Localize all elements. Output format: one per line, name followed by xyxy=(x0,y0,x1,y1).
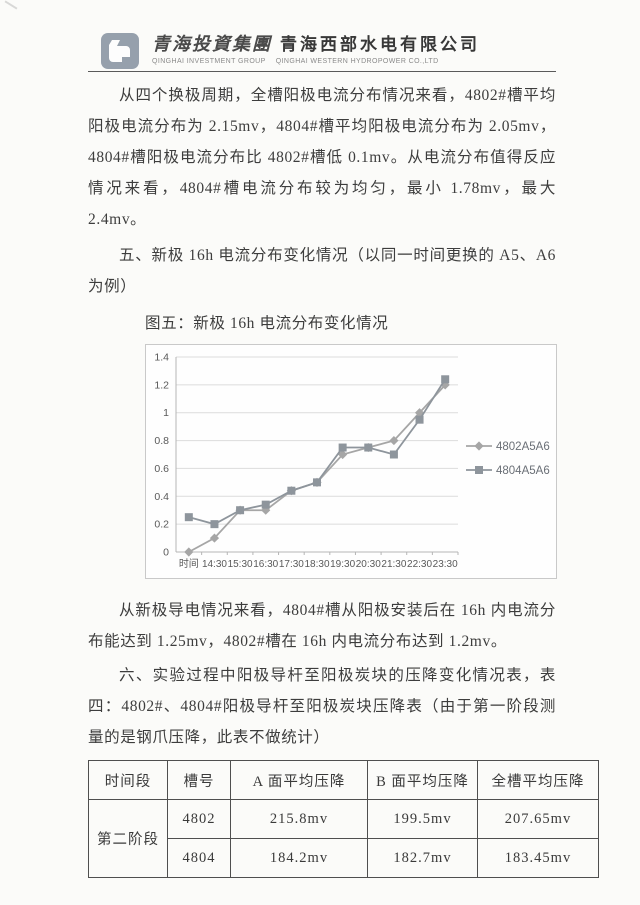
col-header-period: 时间段 xyxy=(88,760,168,800)
col-header-side-a: A 面平均压降 xyxy=(230,760,368,800)
svg-text:0.6: 0.6 xyxy=(154,463,169,475)
svg-text:0: 0 xyxy=(163,547,169,559)
svg-text:时间: 时间 xyxy=(179,557,199,570)
table-header-row: 时间段 槽号 A 面平均压降 B 面平均压降 全槽平均压降 xyxy=(88,760,599,800)
svg-text:17:30: 17:30 xyxy=(279,559,304,570)
brand-en-company: QINGHAI WESTERN HYDROPOWER CO.,LTD xyxy=(275,58,439,65)
svg-text:0.8: 0.8 xyxy=(154,435,169,447)
svg-text:22:30: 22:30 xyxy=(407,559,432,570)
table-row: 第二阶段 4802 215.8mv 199.5mv 207.65mv xyxy=(88,799,599,878)
svg-text:15:30: 15:30 xyxy=(228,559,253,570)
svg-text:0.4: 0.4 xyxy=(154,491,169,503)
svg-text:1.2: 1.2 xyxy=(154,379,169,391)
whole-pot-cell: 183.45mv xyxy=(477,838,599,878)
table-row: 4804 184.2mv 182.7mv 183.45mv xyxy=(89,838,599,878)
company-logo-icon xyxy=(100,32,140,70)
side-a-cell: 184.2mv xyxy=(230,838,368,878)
stage-cell: 第二阶段 xyxy=(88,799,168,878)
svg-text:20:30: 20:30 xyxy=(356,559,381,570)
header-divider xyxy=(88,71,556,72)
brand-en-group: QINGHAI INVESTMENT GROUP xyxy=(152,58,266,65)
company-name-en: QINGHAI INVESTMENT GROUP QINGHAI WESTERN … xyxy=(152,58,480,65)
svg-text:4802A5A6: 4802A5A6 xyxy=(496,441,550,453)
svg-text:0.2: 0.2 xyxy=(154,519,169,531)
letterhead: 青海投資集團 青海西部水电有限公司 QINGHAI INVESTMENT GROU… xyxy=(88,30,558,72)
svg-text:19:30: 19:30 xyxy=(330,559,355,570)
section-6-heading: 六、实验过程中阳极导杆至阳极炭块的压降变化情况表，表四：4802#、4804#阳… xyxy=(88,667,556,746)
svg-text:14:30: 14:30 xyxy=(202,559,227,570)
brand-calligraphy-text: 青海投資集團 xyxy=(152,34,272,54)
col-header-whole-pot: 全槽平均压降 xyxy=(477,760,599,800)
figure-5-line-chart: 0 0.2 0.4 0.6 0.8 1 1.2 1.4 时间 14:30 15:30 16:30 17:… xyxy=(145,344,557,579)
section-5-heading: 五、新极 16h 电流分布变化情况（以同一时间更换的 A5、A6 为例） xyxy=(88,247,556,295)
svg-text:1.4: 1.4 xyxy=(154,352,169,364)
paragraph-current-distribution: 从四个换极周期，全槽阳极电流分布情况来看，4802#槽平均阳极电流分布为 2.1… xyxy=(88,87,556,228)
side-a-cell: 215.8mv xyxy=(230,799,368,839)
svg-text:1: 1 xyxy=(163,407,169,419)
pot-number-cell: 4804 xyxy=(167,838,231,878)
paragraph-conclusion: 从新极导电情况来看，4804#槽从阳极安装后在 16h 内电流分布能达到 1.2… xyxy=(88,602,556,650)
col-header-side-b: B 面平均压降 xyxy=(367,760,478,800)
svg-text:4804A5A6: 4804A5A6 xyxy=(496,465,550,477)
pot-number-cell: 4802 xyxy=(167,799,231,839)
svg-text:16:30: 16:30 xyxy=(253,559,278,570)
brand-block: 青海投資集團 青海西部水电有限公司 QINGHAI INVESTMENT GROU… xyxy=(152,30,480,65)
whole-pot-cell: 207.65mv xyxy=(477,799,599,839)
col-header-pot-number: 槽号 xyxy=(167,760,231,800)
company-name-cn: 青海西部水电有限公司 xyxy=(280,35,480,54)
document-body: 从四个换极周期，全槽阳极电流分布情况来看，4802#槽平均阳极电流分布为 2.1… xyxy=(88,80,600,878)
pressure-drop-table: 时间段 槽号 A 面平均压降 B 面平均压降 全槽平均压降 第二阶段 4802 … xyxy=(88,760,599,878)
side-b-cell: 182.7mv xyxy=(367,838,478,878)
svg-text:18:30: 18:30 xyxy=(304,559,329,570)
scan-corner-artifact xyxy=(4,0,18,10)
line-chart-svg: 0 0.2 0.4 0.6 0.8 1 1.2 1.4 时间 14:30 15:30 16:30 17:… xyxy=(154,352,550,571)
figure-5-caption: 图五：新极 16h 电流分布变化情况 xyxy=(145,315,389,332)
svg-text:23:30: 23:30 xyxy=(433,559,458,570)
svg-text:21:30: 21:30 xyxy=(381,559,406,570)
side-b-cell: 199.5mv xyxy=(367,799,478,839)
